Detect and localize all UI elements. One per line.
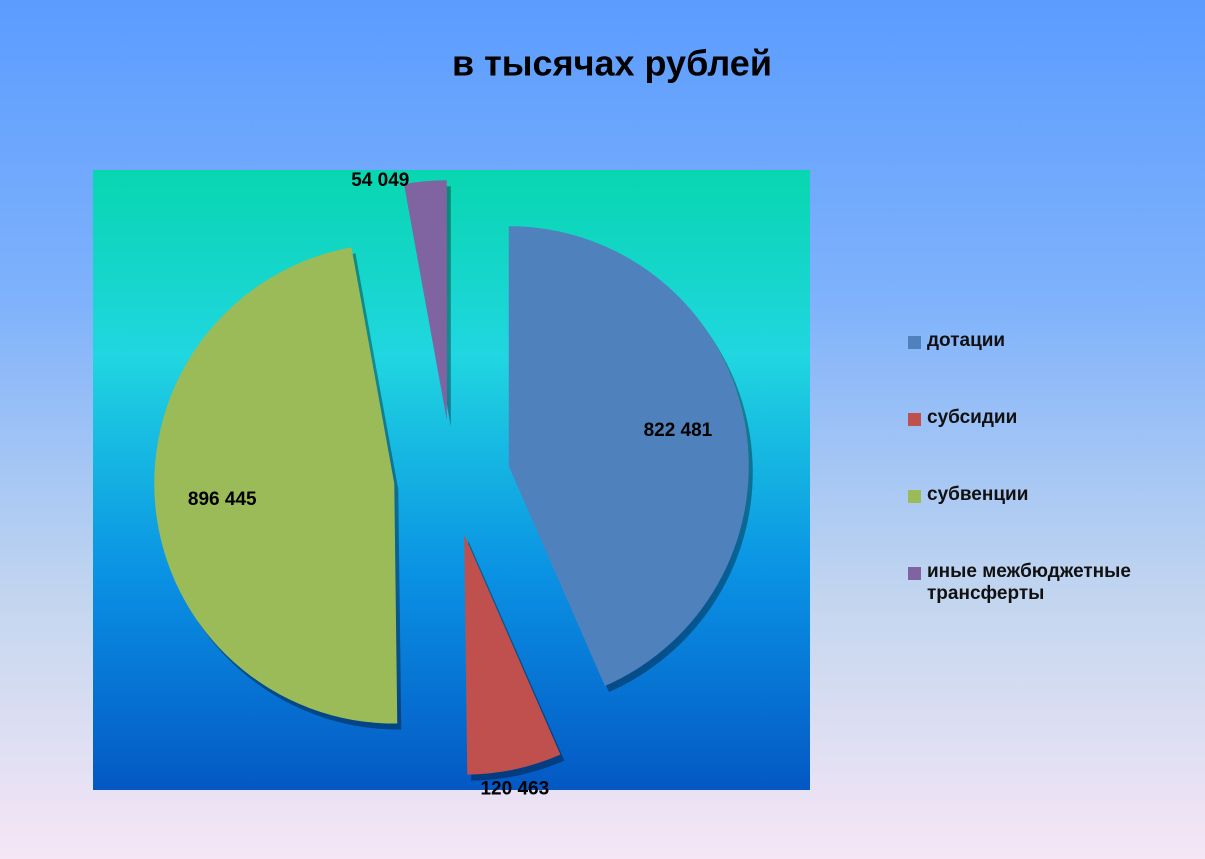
legend-item: субсидии [908, 407, 1198, 429]
legend-item: субвенции [908, 484, 1198, 506]
chart-subtitle: в тысячах рублей [452, 43, 772, 84]
data-label: 896 445 [188, 489, 257, 510]
legend-swatch [908, 413, 921, 426]
data-label: 120 463 [480, 778, 549, 799]
data-label: 822 481 [644, 420, 713, 441]
legend-label: субвенции [927, 484, 1029, 505]
legend-swatch [908, 490, 921, 503]
legend-item: дотации [908, 330, 1198, 352]
slice [154, 247, 398, 724]
legend-label: дотации [927, 330, 1006, 351]
legend-swatch [908, 336, 921, 349]
legend-label: иные межбюджетные трансферты [927, 561, 1131, 604]
legend-item: иные межбюджетные трансферты [908, 561, 1198, 605]
data-label: 54 049 [351, 170, 409, 191]
legend: дотации субсидии субвенции иные межбюджетны… [908, 330, 1198, 660]
slice [403, 180, 447, 421]
legend-swatch [908, 567, 921, 580]
slice [464, 534, 561, 775]
legend-label: субсидии [927, 407, 1018, 428]
slice [508, 226, 749, 687]
